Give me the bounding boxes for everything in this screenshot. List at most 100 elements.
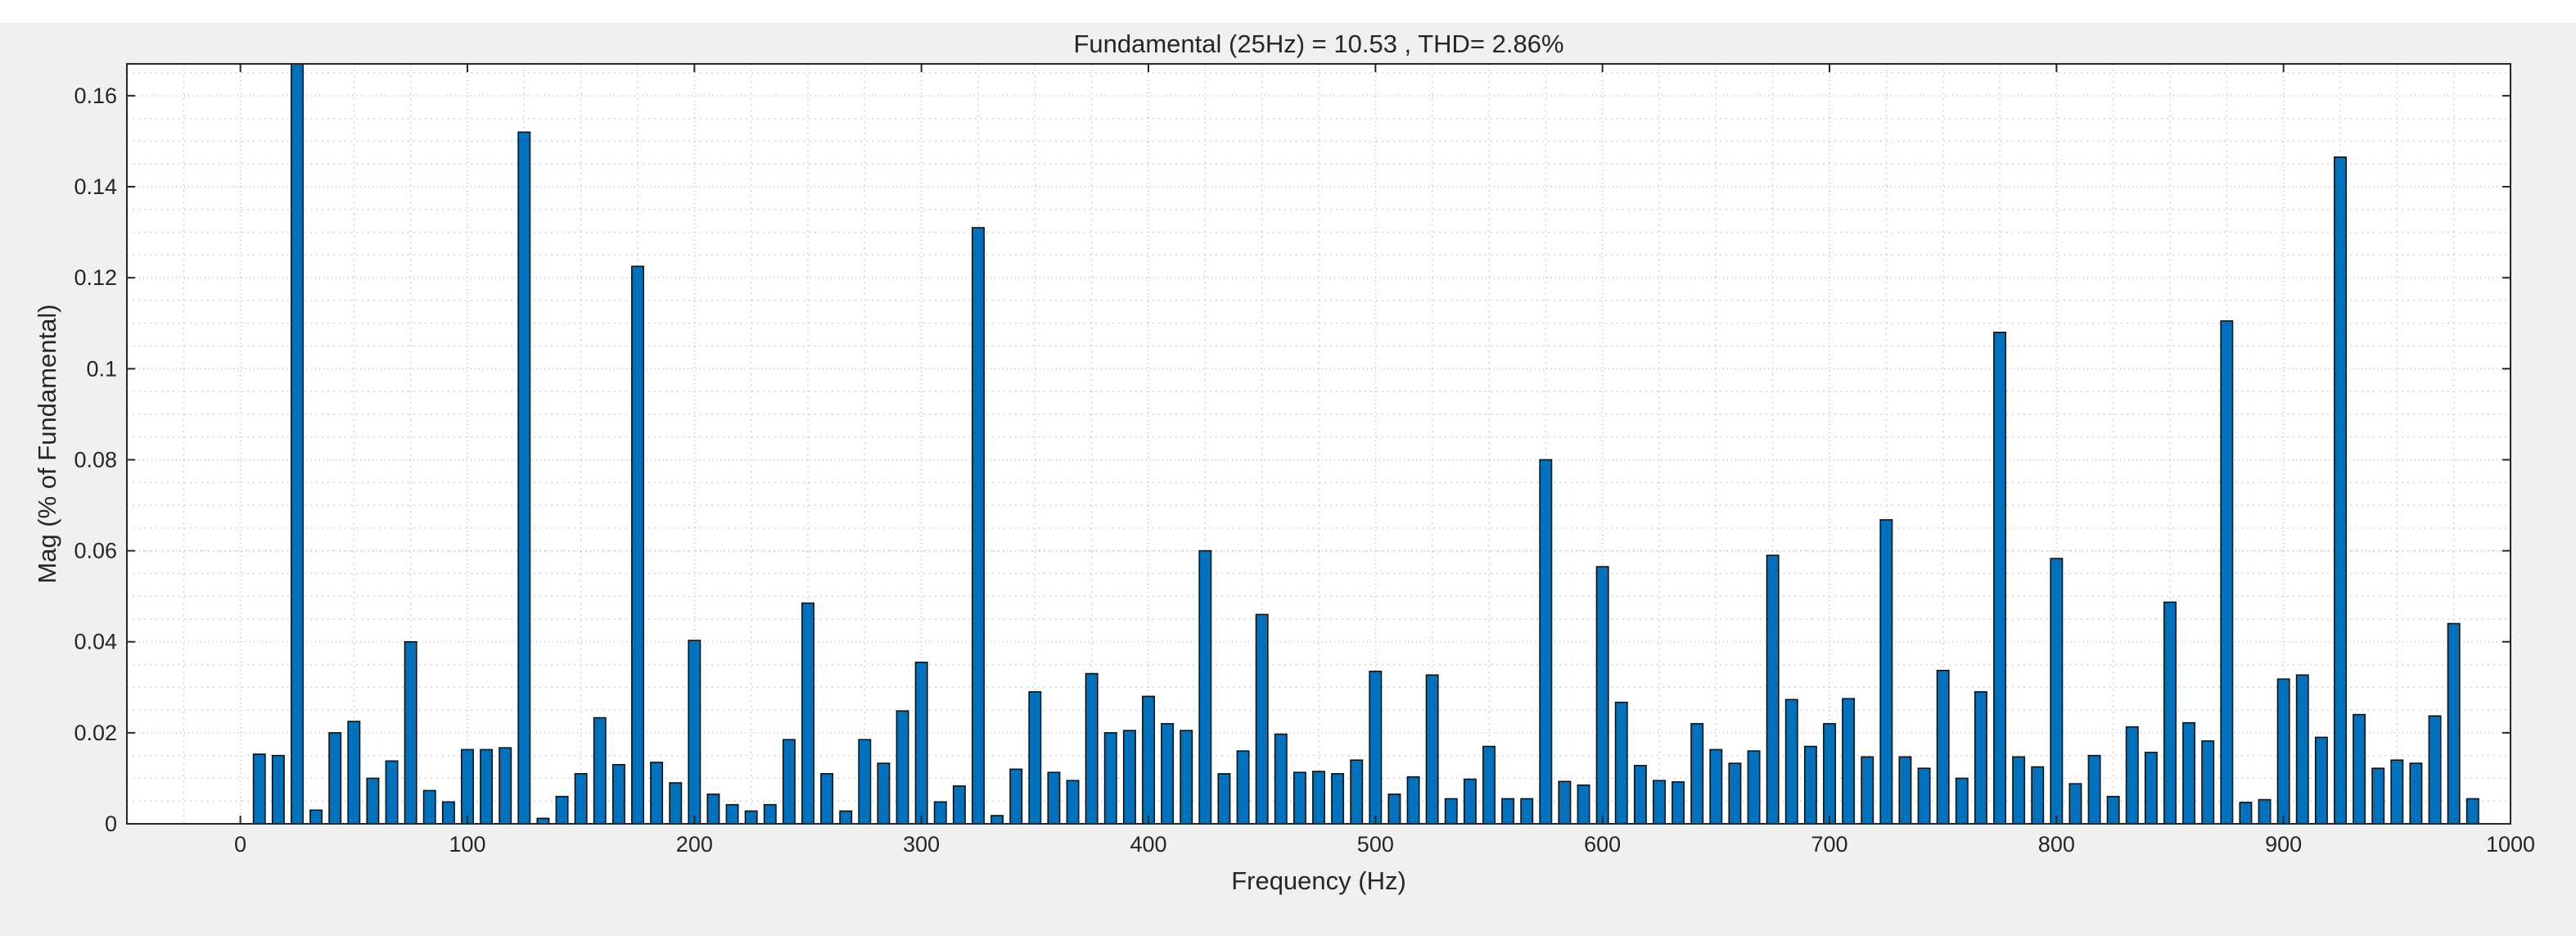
bar	[611, 763, 625, 825]
bar	[896, 710, 909, 825]
bar	[1009, 768, 1023, 825]
x-axis-label: Frequency (Hz)	[1231, 866, 1406, 895]
bar	[1898, 756, 1912, 825]
bar	[1577, 784, 1590, 825]
bar	[2068, 783, 2082, 825]
bar	[1463, 778, 1477, 825]
bar	[972, 227, 985, 825]
bar	[555, 795, 569, 825]
bar	[1369, 671, 1383, 825]
x-tick-label: 500	[1357, 832, 1394, 857]
bar	[706, 794, 720, 825]
bar	[1614, 701, 1628, 825]
bar	[347, 721, 361, 825]
bar	[1879, 518, 1893, 825]
x-tick-label: 900	[2265, 832, 2302, 857]
bar	[2428, 715, 2442, 825]
bar	[877, 762, 891, 825]
bar	[1842, 698, 1856, 825]
bar	[2258, 798, 2271, 825]
x-tick-label: 1000	[2486, 832, 2535, 857]
bar	[990, 815, 1004, 825]
bar	[725, 803, 739, 825]
bar	[1595, 566, 1609, 825]
bar	[2163, 601, 2177, 825]
bar	[2390, 759, 2404, 825]
bar	[2409, 762, 2423, 825]
bar	[1936, 669, 1950, 825]
bar	[441, 801, 455, 825]
bar	[1671, 781, 1685, 825]
bar	[1350, 759, 1364, 825]
bar	[1066, 780, 1080, 825]
x-tick-label: 300	[903, 832, 940, 857]
y-tick-label: 0.08	[74, 447, 117, 472]
bar	[1766, 554, 1780, 825]
x-tick-label: 700	[1811, 832, 1847, 857]
y-tick-label: 0	[105, 812, 117, 836]
bar	[422, 789, 436, 825]
bar	[2220, 320, 2234, 825]
bar	[1406, 775, 1420, 825]
bar	[1823, 722, 1836, 825]
bar	[2201, 740, 2215, 825]
bar	[291, 63, 304, 825]
bar	[328, 732, 342, 825]
bar	[782, 739, 796, 825]
bars	[252, 63, 2479, 825]
bar	[631, 265, 644, 825]
bar	[1653, 780, 1666, 825]
bar	[2031, 766, 2045, 825]
bar	[574, 773, 588, 825]
bar	[536, 817, 550, 825]
bar	[1520, 798, 1534, 825]
bar	[763, 803, 777, 825]
y-axis-label: Mag (% of Fundamental)	[33, 304, 61, 583]
x-tick-label: 400	[1130, 832, 1166, 857]
axes-box	[126, 63, 2511, 825]
bar	[2334, 156, 2347, 825]
bar	[2125, 726, 2139, 825]
bar	[2144, 751, 2158, 825]
bar	[820, 773, 834, 825]
bar	[1728, 762, 1742, 825]
chart-title: Fundamental (25Hz) = 10.53 , THD= 2.86%	[1073, 29, 1563, 58]
bar	[480, 748, 494, 825]
bar	[2087, 754, 2101, 825]
bar	[2276, 678, 2290, 825]
bar	[2295, 674, 2309, 825]
bar	[309, 809, 323, 825]
bar	[1482, 745, 1496, 825]
y-tick-label: 0.02	[74, 721, 117, 745]
bar	[2012, 756, 2026, 825]
bar	[461, 748, 474, 825]
bar	[839, 810, 853, 825]
y-tick-label: 0.16	[74, 84, 117, 108]
bar	[385, 760, 399, 825]
bar	[744, 810, 758, 825]
bar	[1255, 613, 1269, 825]
bar	[2465, 798, 2479, 825]
bar	[952, 785, 966, 825]
bar	[2239, 802, 2253, 825]
bar	[1293, 771, 1306, 825]
bar	[1444, 798, 1458, 825]
bar	[1198, 549, 1212, 825]
ticks: 0 100 200 300 400 500 600 700 800 900 1000 0 0.02 0.0…	[74, 64, 2535, 857]
bar	[366, 777, 380, 825]
bar	[499, 747, 512, 825]
x-tick-label: 600	[1584, 832, 1621, 857]
bar	[1122, 730, 1136, 825]
bar	[1387, 794, 1401, 825]
bar	[1633, 765, 1647, 825]
bar	[669, 782, 683, 825]
bar	[1142, 695, 1155, 825]
bar	[1784, 699, 1798, 825]
bar	[858, 739, 872, 825]
bar	[517, 131, 531, 825]
bar	[2353, 713, 2366, 825]
bar	[1217, 773, 1231, 825]
bar	[1501, 798, 1515, 825]
